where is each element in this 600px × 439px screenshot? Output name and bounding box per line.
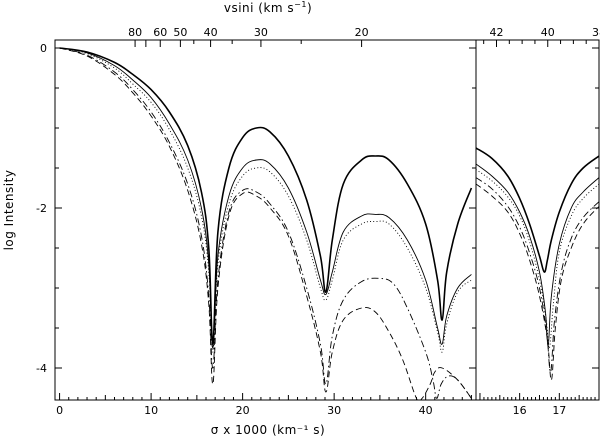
x-tick-label: 10 xyxy=(144,404,158,417)
main-series-dashed xyxy=(59,47,472,400)
x-tick-label: 40 xyxy=(419,404,433,417)
x-tick-label: 20 xyxy=(236,404,250,417)
top-tick-label: 50 xyxy=(173,26,187,39)
zoom-series-dash-dot xyxy=(476,177,599,373)
top-axis-label: vsini (km s−1) xyxy=(224,0,312,15)
main-axis-ticks: 0 10 20 30 40 0 -2 -4 80 60 50 40 30 20 xyxy=(36,26,476,417)
zoom-curves xyxy=(476,147,599,381)
zoom-series-dashed xyxy=(476,183,599,381)
top-tick-label: 60 xyxy=(153,26,167,39)
zoom-series-solid-thick xyxy=(476,147,599,273)
main-panel-frame xyxy=(54,39,477,401)
y-tick-label: -4 xyxy=(36,362,47,375)
x-tick-label: 0 xyxy=(56,404,63,417)
main-series-solid-thick xyxy=(59,47,473,345)
top-axis-label-text: vsini (km s xyxy=(224,1,294,15)
zoom-axis-ticks: 16 17 42 40 38 xyxy=(479,26,600,417)
main-series-dash-dot xyxy=(59,47,472,399)
zoom-top-tick-label: 38 xyxy=(592,26,600,39)
main-curves xyxy=(59,47,473,400)
main-panel: 0 10 20 30 40 0 -2 -4 80 60 50 40 30 20 xyxy=(36,26,477,417)
y-axis-label: log Intensity xyxy=(2,170,16,251)
main-series-dotted xyxy=(59,47,472,353)
top-axis-label-exponent: −1 xyxy=(294,0,307,9)
zoom-series-dotted xyxy=(476,169,599,349)
y-tick-label: -2 xyxy=(36,202,47,215)
zoom-series-solid-thin xyxy=(476,163,599,347)
zoom-top-tick-label: 42 xyxy=(490,26,504,39)
top-axis-label-close: ) xyxy=(307,1,312,15)
y-tick-label: 0 xyxy=(40,42,47,55)
top-tick-label: 30 xyxy=(254,26,268,39)
top-tick-label: 80 xyxy=(128,26,142,39)
x-tick-label: 30 xyxy=(327,404,341,417)
zoom-panel: 16 17 42 40 38 xyxy=(475,26,600,417)
x-axis-label: σ x 1000 (km⁻¹ s) xyxy=(211,423,325,437)
zoom-panel-frame xyxy=(475,39,600,401)
top-tick-label: 20 xyxy=(355,26,369,39)
zoom-top-tick-label: 40 xyxy=(541,26,555,39)
main-series-solid-thin xyxy=(59,47,472,349)
top-tick-label: 40 xyxy=(204,26,218,39)
zoom-x-tick-label: 17 xyxy=(552,404,566,417)
zoom-x-tick-label: 16 xyxy=(513,404,527,417)
